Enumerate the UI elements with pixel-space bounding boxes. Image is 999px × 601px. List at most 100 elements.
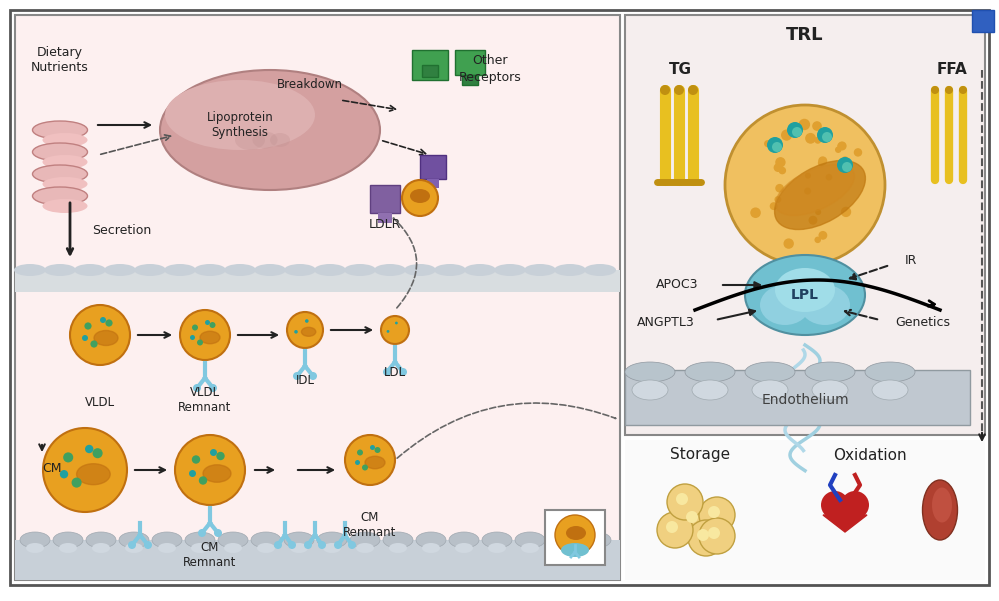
Ellipse shape bbox=[581, 532, 611, 548]
Ellipse shape bbox=[224, 264, 256, 276]
Ellipse shape bbox=[165, 80, 315, 150]
Ellipse shape bbox=[374, 264, 406, 276]
Ellipse shape bbox=[805, 362, 855, 382]
Text: APOC3: APOC3 bbox=[655, 278, 698, 291]
Ellipse shape bbox=[224, 543, 242, 553]
Text: Dietary
Nutrients: Dietary Nutrients bbox=[31, 46, 89, 74]
Ellipse shape bbox=[745, 255, 865, 335]
FancyArrowPatch shape bbox=[394, 218, 417, 308]
Text: TG: TG bbox=[668, 63, 691, 78]
Circle shape bbox=[775, 157, 785, 168]
Circle shape bbox=[792, 127, 802, 137]
Text: Endothelium: Endothelium bbox=[761, 393, 849, 407]
Ellipse shape bbox=[104, 264, 136, 276]
Circle shape bbox=[209, 384, 217, 392]
Text: FFA: FFA bbox=[937, 63, 967, 78]
Ellipse shape bbox=[270, 133, 290, 147]
Ellipse shape bbox=[44, 264, 76, 276]
Ellipse shape bbox=[774, 160, 865, 230]
Circle shape bbox=[657, 512, 693, 548]
Circle shape bbox=[815, 209, 821, 215]
Circle shape bbox=[686, 511, 698, 523]
Ellipse shape bbox=[410, 189, 430, 203]
Ellipse shape bbox=[404, 264, 436, 276]
Circle shape bbox=[84, 322, 92, 329]
Ellipse shape bbox=[284, 264, 316, 276]
Circle shape bbox=[781, 129, 792, 141]
Ellipse shape bbox=[389, 543, 407, 553]
FancyArrowPatch shape bbox=[398, 403, 615, 458]
Text: IDL: IDL bbox=[296, 373, 315, 386]
Ellipse shape bbox=[14, 264, 46, 276]
Ellipse shape bbox=[77, 464, 110, 484]
Ellipse shape bbox=[43, 199, 88, 213]
Circle shape bbox=[90, 340, 98, 347]
Ellipse shape bbox=[464, 264, 496, 276]
Ellipse shape bbox=[775, 165, 854, 216]
Ellipse shape bbox=[775, 268, 835, 312]
Circle shape bbox=[841, 491, 869, 519]
Ellipse shape bbox=[33, 121, 88, 139]
Circle shape bbox=[699, 497, 735, 533]
Circle shape bbox=[835, 147, 841, 153]
Ellipse shape bbox=[365, 456, 385, 469]
Circle shape bbox=[725, 105, 885, 265]
Circle shape bbox=[214, 529, 222, 537]
Ellipse shape bbox=[515, 532, 545, 548]
Circle shape bbox=[345, 435, 395, 485]
Circle shape bbox=[818, 156, 827, 165]
Bar bbox=[15, 270, 620, 292]
Circle shape bbox=[767, 137, 783, 153]
Circle shape bbox=[854, 148, 862, 157]
Circle shape bbox=[812, 121, 822, 131]
Circle shape bbox=[808, 216, 817, 225]
Circle shape bbox=[775, 184, 784, 192]
Ellipse shape bbox=[43, 177, 88, 191]
Circle shape bbox=[128, 541, 136, 549]
Ellipse shape bbox=[760, 285, 810, 325]
Circle shape bbox=[370, 445, 375, 450]
Text: LDL: LDL bbox=[384, 365, 406, 379]
Ellipse shape bbox=[20, 532, 50, 548]
Ellipse shape bbox=[383, 532, 413, 548]
Ellipse shape bbox=[872, 380, 908, 400]
Circle shape bbox=[814, 237, 821, 243]
Circle shape bbox=[798, 119, 810, 130]
Circle shape bbox=[708, 506, 720, 518]
Circle shape bbox=[189, 470, 196, 477]
Text: Lipoprotein
Synthesis: Lipoprotein Synthesis bbox=[207, 111, 274, 139]
Circle shape bbox=[822, 132, 832, 142]
Circle shape bbox=[294, 330, 298, 334]
Ellipse shape bbox=[164, 264, 196, 276]
Bar bbox=[422, 65, 438, 77]
Text: Secretion: Secretion bbox=[92, 224, 151, 237]
Circle shape bbox=[197, 340, 203, 346]
Circle shape bbox=[804, 188, 811, 195]
Circle shape bbox=[72, 478, 82, 487]
Circle shape bbox=[778, 166, 786, 174]
Circle shape bbox=[674, 85, 684, 95]
Circle shape bbox=[348, 541, 356, 549]
Circle shape bbox=[93, 448, 103, 458]
Circle shape bbox=[688, 85, 698, 95]
Text: VLDL: VLDL bbox=[85, 397, 115, 409]
Bar bbox=[625, 370, 970, 425]
Circle shape bbox=[774, 196, 781, 203]
Circle shape bbox=[193, 384, 201, 392]
Ellipse shape bbox=[33, 143, 88, 161]
Circle shape bbox=[387, 330, 390, 333]
Ellipse shape bbox=[254, 264, 286, 276]
Ellipse shape bbox=[94, 331, 118, 346]
Circle shape bbox=[288, 541, 296, 549]
Circle shape bbox=[199, 477, 207, 484]
Bar bbox=[455, 50, 485, 75]
Ellipse shape bbox=[302, 328, 316, 337]
Ellipse shape bbox=[561, 543, 589, 557]
Circle shape bbox=[43, 428, 127, 512]
Circle shape bbox=[287, 312, 323, 348]
Ellipse shape bbox=[323, 543, 341, 553]
Ellipse shape bbox=[203, 465, 231, 482]
Ellipse shape bbox=[26, 543, 44, 553]
Ellipse shape bbox=[160, 70, 380, 190]
Polygon shape bbox=[823, 515, 867, 532]
